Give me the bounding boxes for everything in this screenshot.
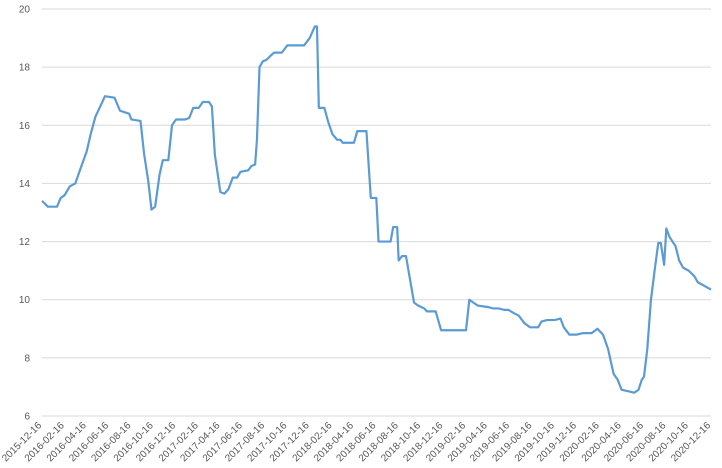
y-tick-label: 6 — [24, 412, 30, 423]
y-tick-label: 20 — [19, 5, 31, 16]
data-line — [41, 25, 712, 394]
y-tick-label: 10 — [19, 295, 31, 306]
y-tick-label: 8 — [24, 353, 30, 364]
y-tick-label: 18 — [19, 63, 31, 74]
y-tick-label: 12 — [19, 237, 31, 248]
y-tick-label: 16 — [19, 121, 31, 132]
y-tick-label: 14 — [19, 179, 31, 190]
